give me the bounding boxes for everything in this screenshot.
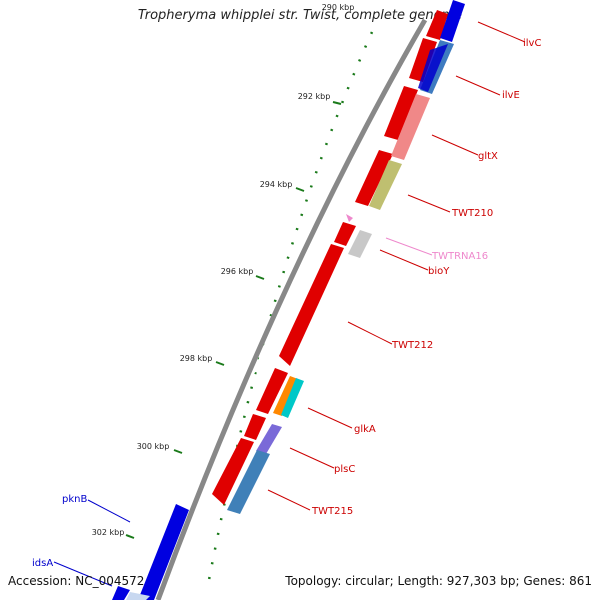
gene-idsA[interactable] <box>112 586 130 600</box>
accession-text: Accession: NC_004572 <box>8 574 145 588</box>
gene-label: TWT215 <box>311 506 353 517</box>
tick-label: 292 kbp <box>298 92 331 101</box>
gene-plsC[interactable] <box>244 414 266 440</box>
gene-label: ilvE <box>502 90 520 101</box>
label-leaders-left <box>53 499 131 587</box>
gene-TWT215[interactable] <box>212 438 254 505</box>
gene-gltX[interactable] <box>384 86 418 140</box>
gene-label: glkA <box>354 424 376 435</box>
gene-glkA[interactable] <box>256 368 288 414</box>
gene-label: plsC <box>334 464 355 475</box>
tick-marks <box>125 101 342 539</box>
gene-TWT210[interactable] <box>355 150 393 206</box>
reverse-strand-genes <box>112 0 465 600</box>
label-leader-TWTRNA16 <box>385 237 433 256</box>
gene-ilvC[interactable] <box>426 10 448 40</box>
map-title: Tropheryma whipplei str. Twist, complete… <box>137 8 463 23</box>
tick-label: 300 kbp <box>137 442 170 451</box>
gene-label: pknB <box>62 494 87 505</box>
tick-label: 298 kbp <box>180 354 213 363</box>
gene-label: TWT210 <box>451 208 493 219</box>
forward-strand-genes <box>212 10 448 505</box>
gene-label: ilvC <box>523 38 541 49</box>
gene-TWT212[interactable] <box>279 244 344 366</box>
gene-TWTRNA16[interactable] <box>346 214 353 222</box>
gene-label: idsA <box>32 558 53 569</box>
tick-label: 290 kbp <box>322 3 355 12</box>
gene-label: TWT212 <box>391 340 433 351</box>
genome-summary-text: Topology: circular; Length: 927,303 bp; … <box>285 574 592 588</box>
gene-pknB[interactable] <box>138 504 189 600</box>
tick-label: 302 kbp <box>92 528 125 537</box>
tick-label: 296 kbp <box>221 267 254 276</box>
feature-track <box>227 40 454 514</box>
backbone-outer <box>155 18 428 600</box>
gene-ilvE[interactable] <box>409 38 437 82</box>
tick-label: 294 kbp <box>260 180 293 189</box>
backbone-gap <box>162 19 430 600</box>
gene-bioY[interactable] <box>334 222 356 246</box>
label-leaders <box>267 21 526 511</box>
gene-label: bioY <box>428 266 450 277</box>
gene-label: TWTRNA16 <box>431 251 488 262</box>
gene-label: gltX <box>478 151 498 162</box>
